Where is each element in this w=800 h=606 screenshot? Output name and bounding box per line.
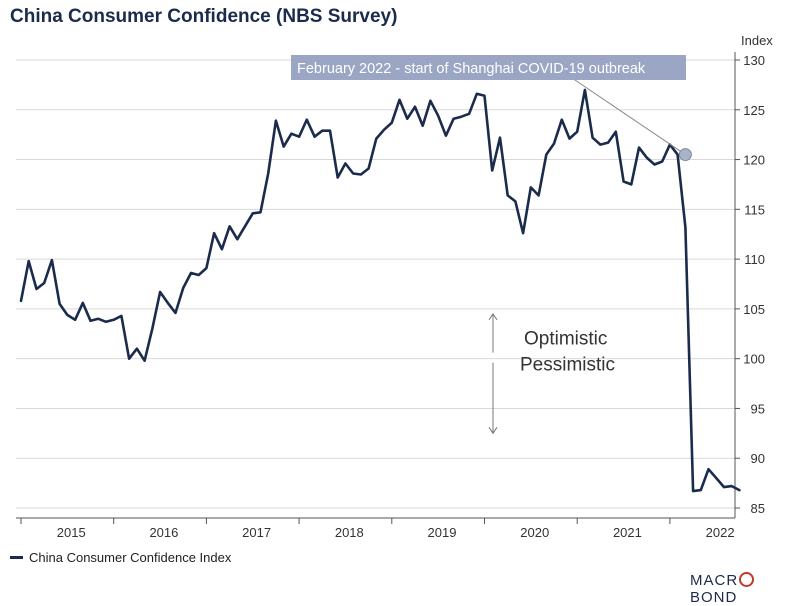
x-tick-label: 2019: [428, 525, 457, 540]
legend-label: China Consumer Confidence Index: [29, 550, 232, 565]
x-tick-label: 2020: [520, 525, 549, 540]
x-tick-label: 2021: [613, 525, 642, 540]
optimistic-label: Optimistic: [524, 329, 607, 350]
series-line: [19, 88, 741, 493]
logo-o-icon: [739, 571, 755, 587]
legend: China Consumer Confidence Index: [10, 550, 231, 565]
x-tick-label: 2015: [57, 525, 86, 540]
y-tick-label: 85: [751, 501, 765, 516]
y-tick-label: 90: [751, 451, 765, 466]
y-tick-label: 115: [744, 202, 765, 217]
x-tick-label: 2022: [706, 525, 735, 540]
x-tick-label: 2018: [335, 525, 364, 540]
y-tick-label: 95: [751, 401, 765, 416]
legend-swatch: [10, 556, 23, 559]
pessimistic-label: Pessimistic: [520, 355, 615, 376]
y-tick-label: 130: [743, 53, 765, 68]
callout-marker: [678, 148, 692, 162]
chart-title: China Consumer Confidence (NBS Survey): [10, 6, 398, 27]
y-tick-label: 110: [744, 252, 765, 267]
callout-box: [291, 55, 686, 80]
y-tick-label: 105: [743, 302, 765, 317]
y-tick-label: 100: [743, 352, 765, 367]
y-tick-label: 120: [743, 153, 765, 168]
y-axis-label: Index: [741, 33, 773, 48]
x-tick-label: 2016: [149, 525, 178, 540]
callout-leader: [571, 77, 686, 155]
x-tick-label: 2017: [242, 525, 271, 540]
macrobond-logo: MACRBOND: [690, 571, 800, 606]
pessimistic-arrowhead: [488, 427, 498, 435]
optimistic-arrowhead: [488, 312, 498, 321]
callout-text: February 2022 - start of Shanghai COVID-…: [297, 61, 646, 77]
y-tick-label: 125: [743, 103, 765, 118]
